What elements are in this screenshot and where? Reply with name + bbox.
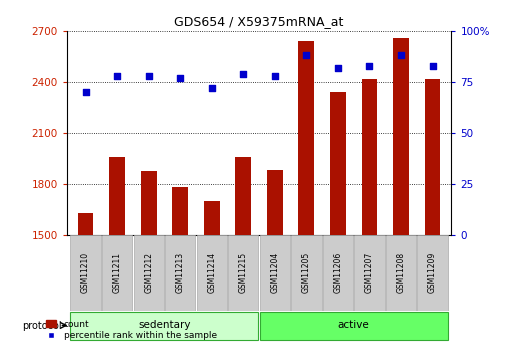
Point xyxy=(208,85,216,91)
Bar xyxy=(354,235,385,310)
Text: sedentary: sedentary xyxy=(138,321,191,331)
Text: GSM11210: GSM11210 xyxy=(81,252,90,293)
Bar xyxy=(418,235,448,310)
Legend: count, percentile rank within the sample: count, percentile rank within the sample xyxy=(46,320,216,341)
Title: GDS654 / X59375mRNA_at: GDS654 / X59375mRNA_at xyxy=(174,16,344,29)
Bar xyxy=(330,92,346,235)
Text: GSM11214: GSM11214 xyxy=(207,252,216,293)
Text: GSM11213: GSM11213 xyxy=(176,252,185,293)
Bar xyxy=(299,41,314,235)
Text: GSM11207: GSM11207 xyxy=(365,252,374,293)
Bar xyxy=(102,235,132,310)
Text: GSM11209: GSM11209 xyxy=(428,252,437,293)
Bar xyxy=(235,157,251,235)
Point xyxy=(239,71,247,77)
Bar xyxy=(196,235,227,310)
Point xyxy=(176,75,184,81)
Point xyxy=(428,63,437,68)
Bar xyxy=(133,235,164,310)
Point xyxy=(397,53,405,58)
Text: protocol: protocol xyxy=(22,321,62,331)
Bar xyxy=(267,170,283,235)
Bar xyxy=(291,235,322,310)
Bar xyxy=(386,235,416,310)
Bar xyxy=(260,312,448,340)
Text: GSM11205: GSM11205 xyxy=(302,252,311,293)
Text: GSM11204: GSM11204 xyxy=(270,252,280,293)
Bar xyxy=(109,157,125,235)
Bar xyxy=(228,235,259,310)
Point xyxy=(271,73,279,79)
Text: GSM11206: GSM11206 xyxy=(333,252,342,293)
Point xyxy=(334,65,342,70)
Point xyxy=(82,89,90,95)
Bar xyxy=(70,312,259,340)
Text: GSM11208: GSM11208 xyxy=(397,252,405,293)
Point xyxy=(365,63,373,68)
Text: GSM11211: GSM11211 xyxy=(113,252,122,293)
Bar xyxy=(393,38,409,235)
Point xyxy=(113,73,121,79)
Point xyxy=(145,73,153,79)
Text: active: active xyxy=(338,321,369,331)
Text: GSM11212: GSM11212 xyxy=(144,252,153,293)
Bar xyxy=(204,201,220,235)
Point xyxy=(302,53,310,58)
Text: GSM11215: GSM11215 xyxy=(239,252,248,293)
Bar xyxy=(172,187,188,235)
Bar xyxy=(425,79,440,235)
Bar xyxy=(165,235,195,310)
Bar xyxy=(260,235,290,310)
Bar xyxy=(141,171,156,235)
Bar xyxy=(323,235,353,310)
Bar xyxy=(362,79,378,235)
Bar xyxy=(70,235,101,310)
Bar xyxy=(78,213,93,235)
